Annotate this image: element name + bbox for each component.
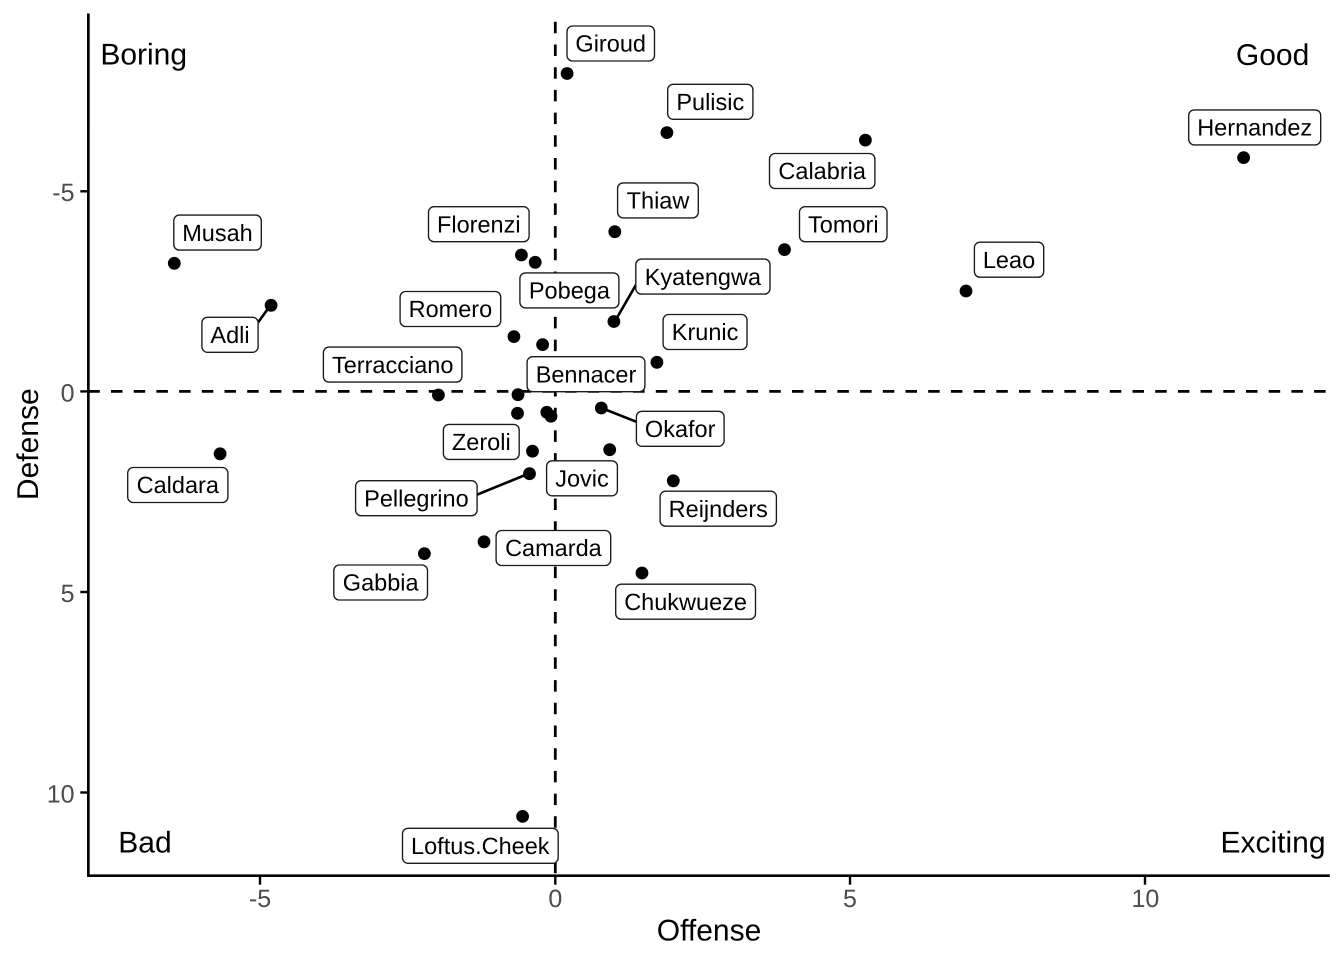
svg-text:Loftus.Cheek: Loftus.Cheek: [411, 833, 550, 859]
svg-text:Chukwueze: Chukwueze: [624, 589, 747, 615]
svg-text:0: 0: [548, 885, 562, 913]
svg-text:10: 10: [1131, 885, 1159, 913]
svg-text:Good: Good: [1236, 39, 1309, 72]
svg-text:Jovic: Jovic: [555, 466, 609, 492]
svg-text:Offense: Offense: [657, 915, 762, 948]
svg-text:Calabria: Calabria: [778, 158, 866, 184]
svg-text:Boring: Boring: [100, 39, 187, 72]
svg-text:Reijnders: Reijnders: [669, 496, 768, 522]
svg-text:Thiaw: Thiaw: [627, 188, 691, 214]
svg-text:-5: -5: [249, 885, 271, 913]
svg-text:Gabbia: Gabbia: [343, 570, 420, 596]
svg-text:Okafor: Okafor: [645, 416, 716, 442]
svg-text:Pobega: Pobega: [529, 278, 611, 304]
svg-text:Kyatengwa: Kyatengwa: [645, 264, 762, 290]
svg-text:Adli: Adli: [210, 322, 249, 348]
svg-text:Florenzi: Florenzi: [437, 211, 521, 237]
svg-text:Hernandez: Hernandez: [1197, 115, 1312, 141]
svg-text:Defense: Defense: [12, 388, 45, 500]
svg-text:Camarda: Camarda: [505, 535, 603, 561]
svg-text:5: 5: [61, 580, 75, 608]
svg-text:Exciting: Exciting: [1220, 827, 1325, 860]
svg-text:-5: -5: [52, 179, 74, 207]
svg-text:Pulisic: Pulisic: [676, 89, 744, 115]
svg-text:Leao: Leao: [983, 247, 1035, 273]
svg-text:Bad: Bad: [118, 827, 171, 860]
svg-text:Bennacer: Bennacer: [536, 361, 637, 387]
svg-text:Zeroli: Zeroli: [452, 429, 511, 455]
svg-text:0: 0: [61, 379, 75, 407]
svg-text:Pellegrino: Pellegrino: [364, 485, 469, 511]
svg-text:5: 5: [843, 885, 857, 913]
svg-text:Caldara: Caldara: [137, 472, 220, 498]
svg-text:Krunic: Krunic: [672, 319, 739, 345]
svg-text:Romero: Romero: [409, 296, 493, 322]
svg-text:Terracciano: Terracciano: [332, 352, 453, 378]
svg-text:Giroud: Giroud: [575, 31, 646, 57]
svg-text:Tomori: Tomori: [808, 211, 879, 237]
svg-text:10: 10: [47, 780, 75, 808]
svg-text:Musah: Musah: [182, 220, 253, 246]
